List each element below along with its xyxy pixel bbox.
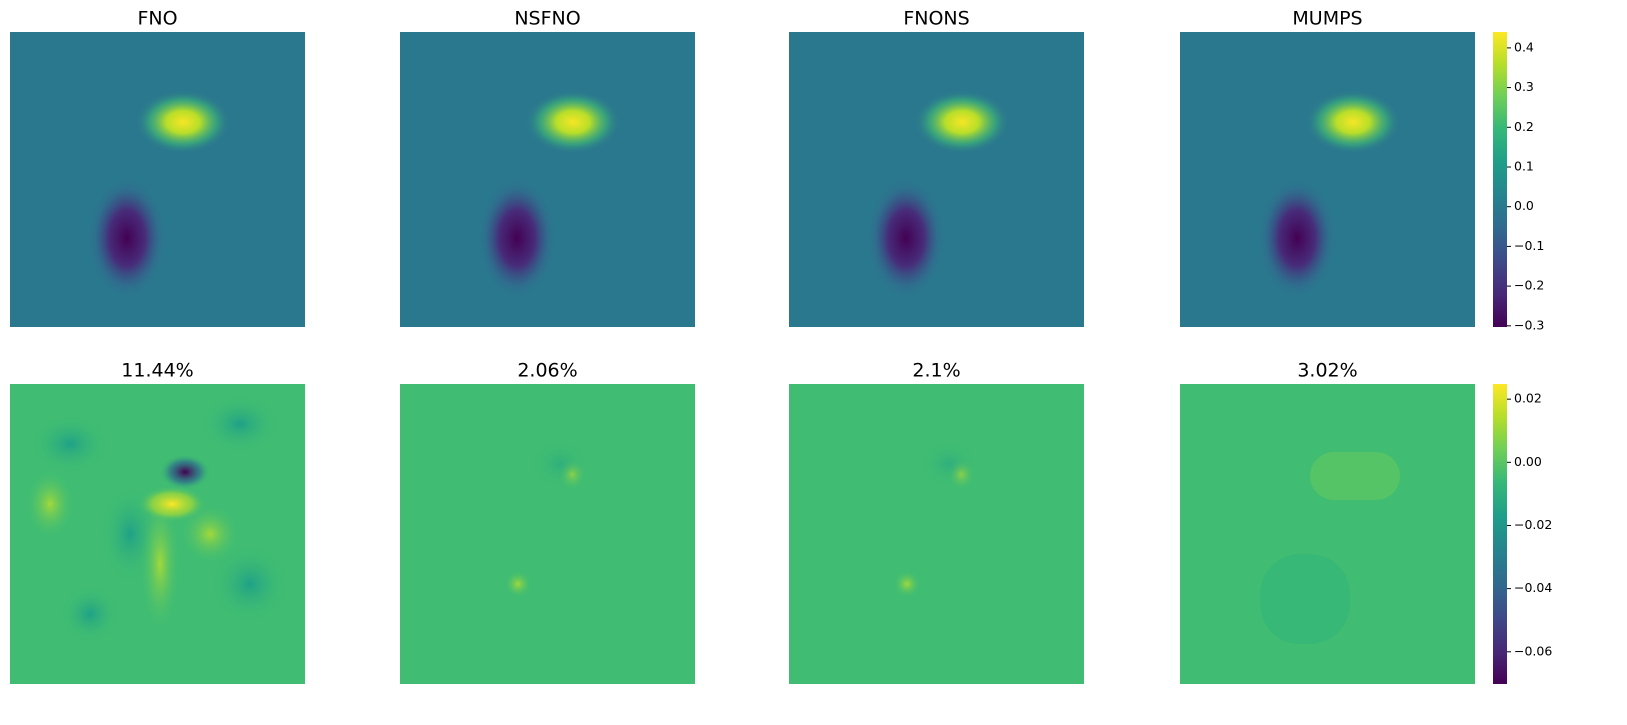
heatmap-layer	[10, 384, 305, 684]
colorbar-tick-label: −0.1	[1514, 238, 1544, 253]
heatmap-blob	[87, 176, 167, 300]
heatmap-image	[10, 384, 305, 684]
panel-title: 3.02%	[1297, 360, 1357, 382]
heatmap-blob	[1260, 554, 1350, 644]
heatmap-background	[789, 384, 1084, 684]
panel-title: FNO	[137, 8, 177, 30]
colorbar-tick-label: −0.04	[1514, 580, 1552, 595]
heatmap-blob	[200, 394, 280, 454]
heatmap-blob	[530, 439, 590, 489]
heatmap-background	[1180, 32, 1475, 327]
heatmap-image	[400, 384, 695, 684]
colorbar-tick-label: −0.2	[1514, 278, 1544, 293]
heatmap-background	[10, 32, 305, 327]
colorbar-tick-label: −0.02	[1514, 517, 1552, 532]
heatmap-blob	[914, 90, 1010, 154]
heatmap-blob	[25, 469, 75, 539]
colorbar-tick-label: −0.3	[1514, 317, 1544, 332]
heatmap-blob	[159, 454, 211, 490]
panel-title: 2.1%	[912, 360, 960, 382]
heatmap-image	[789, 384, 1084, 684]
panel-title: FNONS	[903, 8, 969, 30]
colorbar-tick-label: 0.4	[1514, 39, 1534, 54]
heatmap-layer	[10, 32, 305, 327]
colorbar-tick-label: −0.06	[1514, 643, 1552, 658]
heatmap-image	[1180, 384, 1475, 684]
heatmap-image	[1180, 32, 1475, 327]
heatmap-blob	[504, 570, 532, 598]
heatmap-image	[789, 32, 1084, 327]
heatmap-layer	[400, 384, 695, 684]
heatmap-blob	[893, 570, 921, 598]
panel-title: 11.44%	[121, 360, 193, 382]
heatmap-image	[10, 32, 305, 327]
heatmap-blob	[477, 176, 557, 300]
colorbar-tick-label: 0.02	[1514, 391, 1542, 406]
heatmap-blob	[210, 544, 290, 624]
heatmap-blob	[30, 414, 110, 474]
heatmap-blob	[60, 584, 120, 644]
heatmap-layer	[789, 32, 1084, 327]
heatmap-background	[789, 32, 1084, 327]
colorbar-tick-label: 0.2	[1514, 119, 1534, 134]
heatmap-layer	[400, 32, 695, 327]
heatmap-image	[400, 32, 695, 327]
heatmap-blob	[1310, 452, 1400, 500]
panel-title: MUMPS	[1292, 8, 1362, 30]
heatmap-background	[400, 32, 695, 327]
heatmap-blob	[135, 90, 231, 154]
colorbar-tick-label: 0.00	[1514, 454, 1542, 469]
colorbar-tick-label: 0.0	[1514, 198, 1534, 213]
heatmap-blob	[1257, 176, 1337, 300]
heatmap-background	[400, 384, 695, 684]
heatmap-blob	[180, 504, 240, 564]
colorbar	[1493, 32, 1507, 327]
heatmap-blob	[525, 90, 621, 154]
colorbar-tick-label: 0.3	[1514, 79, 1534, 94]
heatmap-blob	[138, 486, 206, 522]
heatmap-blob	[1305, 90, 1401, 154]
heatmap-blob	[919, 439, 979, 489]
heatmap-layer	[789, 384, 1084, 684]
panel-title: NSFNO	[514, 8, 580, 30]
colorbar-tick-label: 0.1	[1514, 158, 1534, 173]
panel-title: 2.06%	[517, 360, 577, 382]
heatmap-layer	[1180, 384, 1475, 684]
heatmap-layer	[1180, 32, 1475, 327]
heatmap-blob	[140, 494, 180, 634]
colorbar	[1493, 384, 1507, 684]
heatmap-blob	[866, 176, 946, 300]
